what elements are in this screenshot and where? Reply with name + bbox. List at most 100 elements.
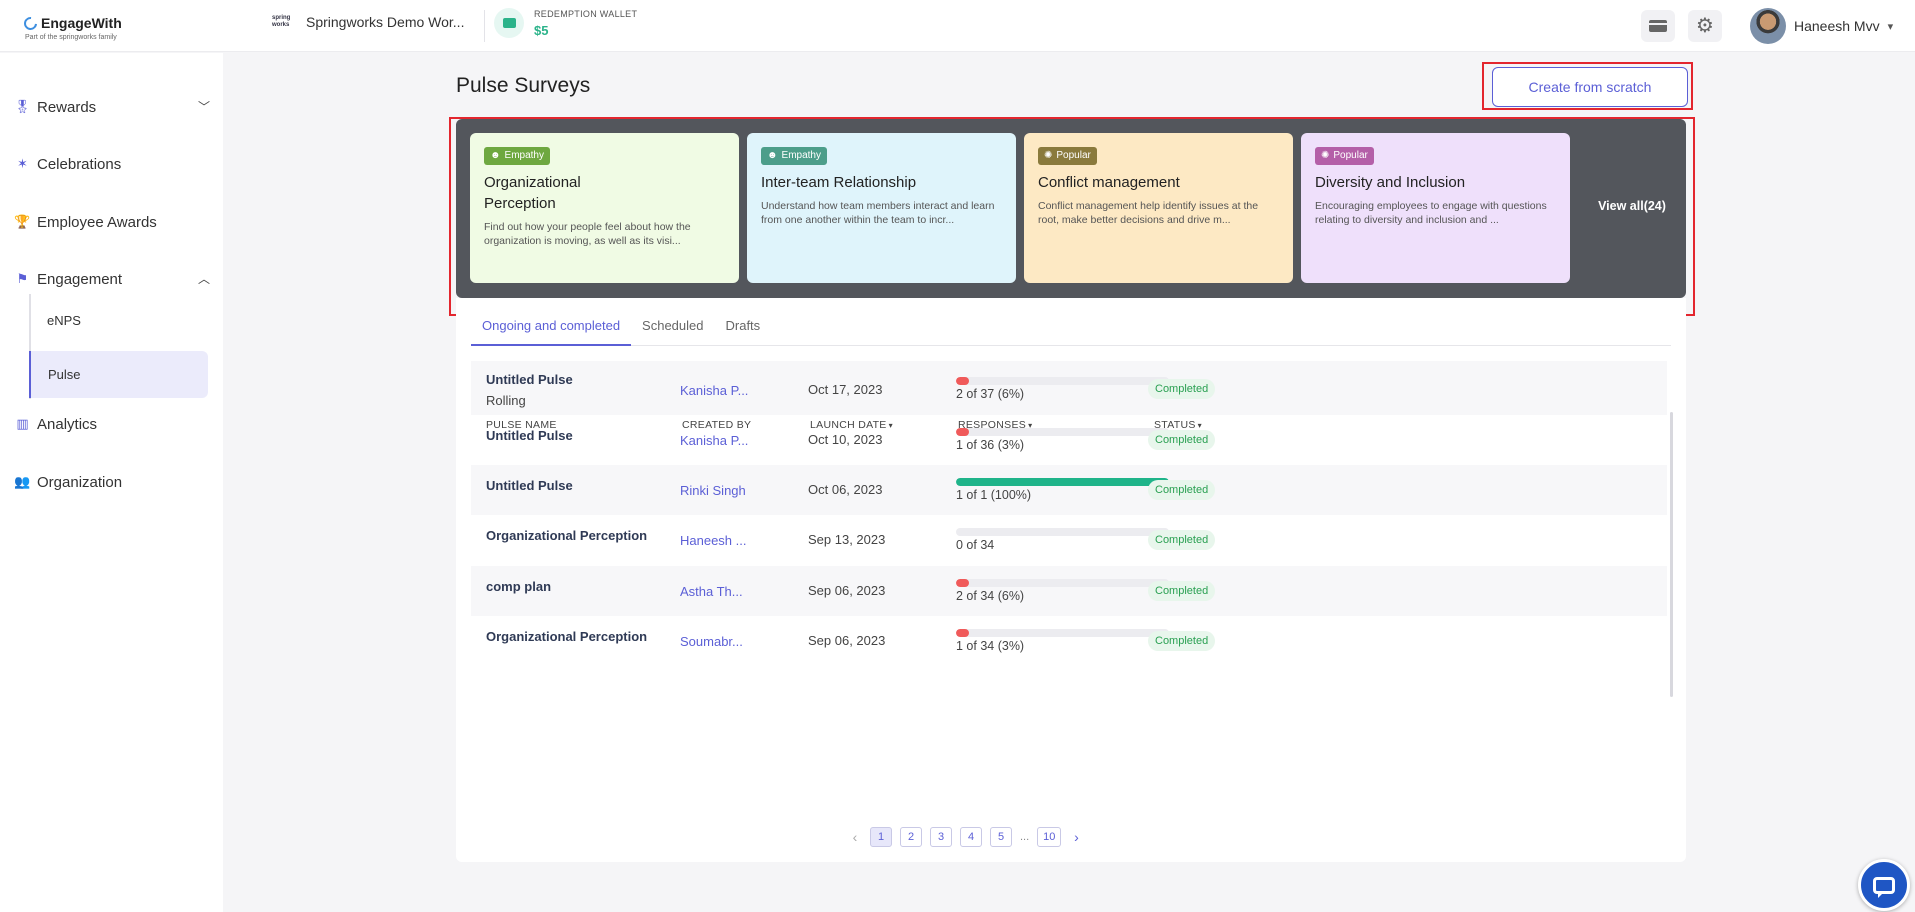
create-from-scratch-button[interactable]: Create from scratch — [1492, 67, 1688, 107]
user-menu[interactable]: Haneesh Mvv ▾ — [1750, 8, 1893, 44]
brand-logo[interactable]: EngageWith Part of the springworks famil… — [21, 13, 122, 41]
launch-date: Sep 06, 2023 — [808, 633, 886, 648]
template-title: Diversity and Inclusion — [1315, 173, 1466, 191]
table-row[interactable]: comp plan Astha Th... Sep 06, 2023 2 of 34 … — [471, 566, 1667, 616]
chevron-up-icon: ︿ — [197, 272, 210, 286]
trophy-icon: 🏆 — [14, 214, 31, 229]
status-badge: Completed — [1148, 480, 1216, 500]
created-by-link[interactable]: Astha Th... — [680, 584, 743, 599]
sidebar-item-rewards[interactable]: 🎖 Rewards ﹀ — [14, 91, 210, 123]
tab-ongoing-and-completed[interactable]: Ongoing and completed — [471, 316, 632, 346]
org-logo: spring works — [272, 15, 291, 28]
pulse-name[interactable]: Untitled Pulse — [486, 428, 573, 443]
pulse-type: Rolling — [486, 393, 526, 408]
table-row[interactable]: Organizational Perception Soumabr... Sep 0… — [471, 616, 1667, 666]
submenu-guide-line — [29, 294, 31, 399]
page-button[interactable]: 2 — [900, 827, 922, 847]
response-progress-fill — [956, 428, 969, 436]
template-tag: ☻ Empathy — [484, 146, 550, 165]
sidebar-item-organization[interactable]: 👥 Organization — [14, 466, 210, 498]
template-card[interactable]: ✺ Popular Conflict management Conflict ma… — [1024, 133, 1293, 283]
created-by-link[interactable]: Kanisha P... — [680, 433, 749, 448]
star-icon: ✺ — [1044, 150, 1053, 161]
template-tag-label: Popular — [1056, 150, 1091, 161]
template-card[interactable]: ☻ Empathy Organizational Perception Find … — [470, 133, 739, 283]
page-button[interactable]: 3 — [930, 827, 952, 847]
created-by-link[interactable]: Soumabr... — [680, 634, 743, 649]
created-by-link[interactable]: Haneesh ... — [680, 533, 747, 548]
topbar-divider — [484, 10, 485, 42]
launch-date: Sep 13, 2023 — [808, 532, 886, 547]
page-button[interactable]: 4 — [960, 827, 982, 847]
response-count: 1 of 1 (100%) — [956, 488, 1032, 502]
status-badge: Completed — [1148, 430, 1216, 450]
settings-button[interactable]: ⚙ — [1688, 10, 1722, 42]
org-switcher[interactable]: spring works Springworks Demo Wor... — [272, 14, 464, 30]
star-icon: ✺ — [1321, 150, 1330, 161]
template-carousel: ☻ Empathy Organizational Perception Find … — [456, 119, 1686, 298]
response-progress-bar — [956, 579, 1169, 587]
brand-tagline: Part of the springworks family — [25, 34, 117, 41]
launch-date: Oct 17, 2023 — [808, 382, 883, 397]
avatar — [1750, 8, 1786, 44]
redemption-wallet[interactable]: REDEMPTION WALLET $5 — [494, 8, 637, 38]
template-title: Conflict management — [1038, 173, 1180, 191]
support-chat-button[interactable] — [1858, 859, 1910, 911]
sidebar-item-label: Rewards — [37, 98, 97, 116]
table-row[interactable]: Untitled Pulse Rinki Singh Oct 06, 2023 1 o… — [471, 465, 1667, 515]
card-icon — [1649, 20, 1667, 32]
launch-date: Oct 06, 2023 — [808, 482, 883, 497]
table-row[interactable]: Organizational Perception Haneesh ... Sep … — [471, 515, 1667, 566]
table-row[interactable]: Untitled Pulse Rolling Kanisha P... Oct 17,… — [471, 361, 1667, 415]
chevron-right-icon[interactable]: › — [1074, 829, 1079, 845]
column-header-label: LAUNCH DATE — [810, 419, 887, 431]
sidebar-item-label: Engagement — [37, 270, 123, 288]
page-title: Pulse Surveys — [456, 74, 591, 97]
page-button[interactable]: 5 — [990, 827, 1012, 847]
created-by-link[interactable]: Rinki Singh — [680, 483, 746, 498]
engagement-icon: ⚑ — [16, 271, 29, 286]
billing-button[interactable] — [1641, 10, 1675, 42]
page-button[interactable]: 10 — [1037, 827, 1062, 847]
page-button[interactable]: 1 — [870, 827, 892, 847]
table-row[interactable]: Untitled Pulse Kanisha P... Oct 10, 2023 1 … — [471, 415, 1667, 465]
column-header-created-by: CREATED BY — [682, 419, 752, 431]
sidebar-item-pulse[interactable]: Pulse — [29, 351, 208, 398]
status-badge: Completed — [1148, 379, 1216, 399]
view-all-templates-link[interactable]: View all(24) — [1598, 199, 1666, 213]
created-by-link[interactable]: Kanisha P... — [680, 383, 749, 398]
medal-icon: 🎖 — [14, 99, 31, 114]
template-card[interactable]: ☻ Empathy Inter-team Relationship Underst… — [747, 133, 1016, 283]
response-progress-fill — [956, 579, 969, 587]
pulse-name[interactable]: Organizational Perception — [486, 629, 648, 644]
pagination: ‹ 1 2 3 4 5 ... 10 › — [848, 827, 1083, 847]
sidebar-item-employee-awards[interactable]: 🏆 Employee Awards — [14, 206, 210, 238]
pulse-name[interactable]: Organizational Perception — [486, 528, 648, 543]
status-badge: Completed — [1148, 631, 1216, 651]
tab-scheduled[interactable]: Scheduled — [642, 318, 704, 333]
template-tag: ✺ Popular — [1038, 146, 1097, 165]
people-icon: 👥 — [14, 474, 31, 489]
response-progress-bar — [956, 428, 1169, 436]
sidebar-item-analytics[interactable]: ▥ Analytics — [16, 408, 210, 440]
response-progress-fill — [956, 629, 969, 637]
table-scrollbar[interactable] — [1670, 412, 1673, 697]
response-progress-bar — [956, 377, 1169, 385]
sidebar-item-engagement[interactable]: ⚑ Engagement ︿ — [16, 263, 210, 295]
response-count: 0 of 34 — [956, 538, 995, 552]
pulse-name[interactable]: Untitled Pulse — [486, 478, 573, 493]
org-name: Springworks Demo Wor... — [306, 14, 465, 30]
sidebar-item-celebrations[interactable]: ✶ Celebrations — [16, 148, 210, 180]
tab-drafts[interactable]: Drafts — [725, 318, 761, 333]
brand-name: EngageWith — [41, 15, 122, 31]
pulse-name[interactable]: comp plan — [486, 579, 552, 594]
template-tag-label: Empathy — [504, 150, 544, 161]
bar-chart-icon: ▥ — [16, 416, 29, 431]
sidebar-item-label: Employee Awards — [37, 213, 157, 231]
column-header-launch-date[interactable]: LAUNCH DATE ▾ — [810, 419, 893, 431]
template-card[interactable]: ✺ Popular Diversity and Inclusion Encoura… — [1301, 133, 1570, 283]
pulse-name[interactable]: Untitled Pulse — [486, 372, 573, 387]
chevron-left-icon[interactable]: ‹ — [852, 829, 858, 845]
sidebar-item-enps[interactable]: eNPS — [30, 297, 209, 344]
engagewith-logo-icon — [21, 13, 40, 33]
